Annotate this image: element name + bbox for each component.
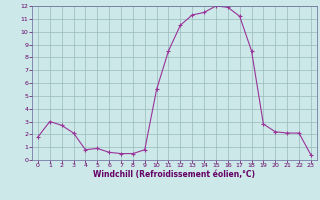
X-axis label: Windchill (Refroidissement éolien,°C): Windchill (Refroidissement éolien,°C) [93, 170, 255, 179]
